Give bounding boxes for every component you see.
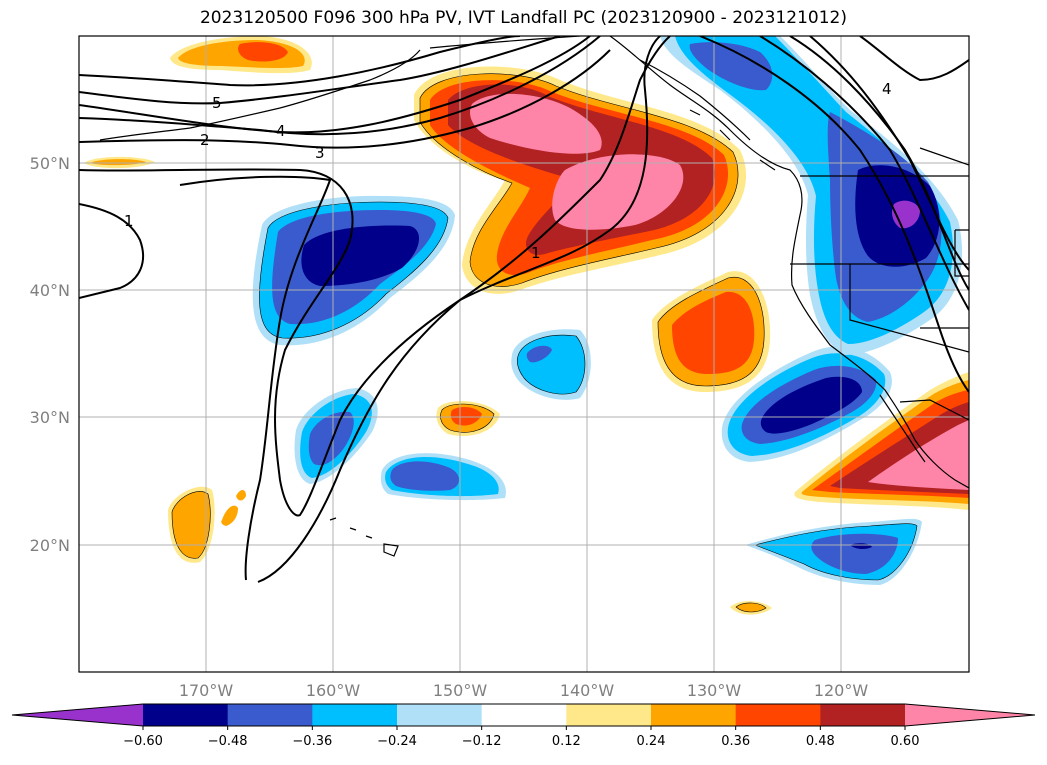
pv-contour-label: 1 (124, 212, 134, 230)
ivt-anomaly-region (238, 42, 288, 62)
ivt-anomaly-region (308, 411, 354, 466)
longitude-label: 140°W (560, 681, 615, 700)
longitude-label: 150°W (433, 681, 488, 700)
pv-contour-label: 1 (531, 244, 541, 262)
longitude-label: 120°W (814, 681, 869, 700)
colorbar-bin (820, 704, 906, 726)
ivt-anomaly-region (672, 291, 755, 374)
latitude-label: 30°N (30, 408, 70, 427)
colorbar-tick-label: −0.36 (292, 734, 332, 749)
latitude-label: 40°N (30, 281, 70, 300)
ivt-anomaly-region (90, 159, 146, 166)
aleutian-islands (99, 49, 421, 141)
state-border (954, 229, 969, 277)
colorbar-bin (651, 704, 737, 726)
colorbar-bin (397, 704, 483, 726)
pv-contour-line (79, 36, 561, 105)
pv-contour-line (79, 36, 671, 517)
ivt-anomaly-region (236, 490, 246, 501)
ivt-anomaly-region (689, 42, 773, 91)
baja-california-coastline (879, 394, 926, 463)
colorbar-tick-label: −0.48 (208, 734, 248, 749)
latitude-label: 50°N (30, 154, 70, 173)
state-border (919, 147, 969, 166)
pv-contour-line (809, 36, 969, 271)
alaska-coastline (429, 36, 581, 49)
pv-contour-line (79, 36, 521, 87)
pv-contour-line (79, 49, 611, 149)
pv-contour-line (859, 36, 969, 82)
pv-contour-line (79, 203, 145, 299)
colorbar-tick-label: −0.24 (377, 734, 417, 749)
latitude-label: 20°N (30, 536, 70, 555)
colorbar: −0.60 −0.48 −0.36 −0.24 −0.12 0.12 0.24 0.36 0.4… (11, 703, 1036, 749)
ivt-anomaly-region (221, 505, 238, 526)
pv-contour-line (699, 36, 969, 393)
colorbar-extend-min (12, 704, 143, 726)
ivt-anomaly-region (301, 225, 420, 286)
colorbar-bin (312, 704, 398, 726)
pv-contour-line (257, 36, 661, 583)
longitude-label: 130°W (687, 681, 742, 700)
ivt-anomaly-region (470, 93, 602, 154)
pv-contour-line (79, 36, 591, 134)
pv-contours (79, 36, 969, 583)
southeast-alaska-islands (639, 59, 776, 171)
pv-contour-label: 4 (276, 122, 286, 140)
map-title: 2023120500 F096 300 hPa PV, IVT Landfall… (199, 8, 847, 28)
colorbar-bin (566, 704, 652, 726)
map-panel: 5 4 2 3 1 1 4 (79, 36, 969, 672)
latitude-labels: 50°N 40°N 30°N 20°N (30, 154, 70, 555)
pv-contour-label: 3 (315, 144, 325, 162)
map-frame (78, 35, 970, 673)
ivt-negative-shading (252, 36, 963, 585)
pv-contour-label: 4 (882, 80, 892, 98)
pv-contour-labels: 5 4 2 3 1 1 4 (124, 80, 892, 262)
longitude-label: 170°W (179, 681, 234, 700)
ivt-anomaly-region (760, 376, 862, 434)
longitude-labels: 170°W 160°W 150°W 140°W 130°W 120°W (179, 681, 869, 700)
colorbar-bin (227, 704, 313, 726)
ivt-anomaly-region (390, 461, 459, 491)
colorbar-tick-label: 0.48 (806, 734, 835, 749)
colorbar-tick-label: −0.12 (462, 734, 502, 749)
colorbar-bin (143, 704, 229, 726)
colorbar-tick-label: 0.36 (721, 734, 750, 749)
pv-contour-line (179, 175, 332, 581)
colorbar-tick-label: 0.24 (637, 734, 666, 749)
colorbar-extend-max (905, 704, 1035, 726)
north-america-coastline (609, 36, 969, 489)
colorbar-tick-label: 0.12 (552, 734, 581, 749)
us-mexico-border (899, 399, 969, 421)
colorbar-bin (735, 704, 821, 726)
colorbar-tick-label: −0.60 (123, 734, 163, 749)
pv-contour-line (759, 36, 969, 311)
longitude-label: 160°W (306, 681, 361, 700)
pv-contour-label: 5 (212, 94, 222, 112)
pv-contour-label: 2 (200, 131, 210, 149)
ivt-anomaly-region (172, 491, 211, 559)
state-border (849, 264, 969, 353)
ivt-anomaly-region (450, 406, 482, 426)
coastlines (99, 36, 969, 557)
hawaii-islands (329, 517, 399, 557)
ivt-anomaly-region (736, 602, 766, 612)
pv-contour-line (79, 36, 601, 136)
colorbar-tick-label: 0.60 (891, 734, 920, 749)
ivt-anomaly-region (811, 533, 898, 574)
ivt-anomaly-region (552, 154, 684, 230)
colorbar-bin (481, 704, 567, 726)
ivt-anomaly-region (526, 345, 552, 363)
ivt-anomaly-region (868, 420, 969, 490)
